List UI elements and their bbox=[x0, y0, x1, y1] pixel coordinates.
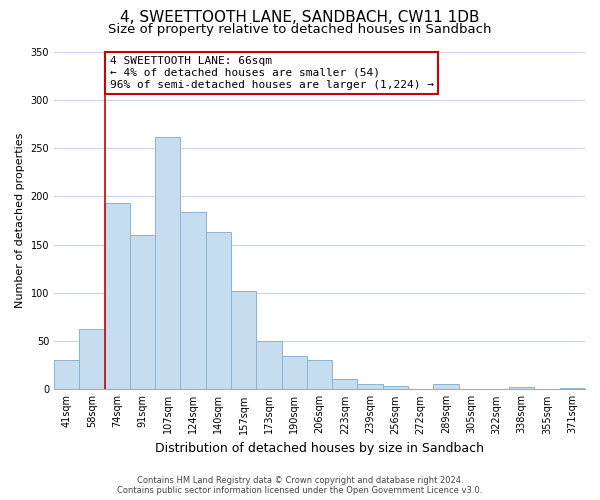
Bar bbox=[256, 341, 281, 390]
Bar bbox=[206, 232, 231, 390]
Bar bbox=[307, 360, 332, 390]
X-axis label: Distribution of detached houses by size in Sandbach: Distribution of detached houses by size … bbox=[155, 442, 484, 455]
Bar bbox=[358, 384, 383, 390]
Text: Contains HM Land Registry data © Crown copyright and database right 2024.
Contai: Contains HM Land Registry data © Crown c… bbox=[118, 476, 482, 495]
Bar bbox=[130, 235, 155, 390]
Bar bbox=[433, 384, 458, 390]
Bar bbox=[383, 386, 408, 390]
Bar bbox=[104, 203, 130, 390]
Y-axis label: Number of detached properties: Number of detached properties bbox=[15, 132, 25, 308]
Bar bbox=[231, 291, 256, 390]
Bar bbox=[560, 388, 585, 390]
Text: 4 SWEETTOOTH LANE: 66sqm
← 4% of detached houses are smaller (54)
96% of semi-de: 4 SWEETTOOTH LANE: 66sqm ← 4% of detache… bbox=[110, 56, 434, 90]
Text: Size of property relative to detached houses in Sandbach: Size of property relative to detached ho… bbox=[108, 22, 492, 36]
Bar bbox=[332, 378, 358, 390]
Bar bbox=[155, 138, 181, 390]
Text: 4, SWEETTOOTH LANE, SANDBACH, CW11 1DB: 4, SWEETTOOTH LANE, SANDBACH, CW11 1DB bbox=[120, 10, 480, 25]
Bar bbox=[281, 356, 307, 390]
Bar bbox=[79, 328, 104, 390]
Bar bbox=[181, 212, 206, 390]
Bar bbox=[54, 360, 79, 390]
Bar bbox=[509, 388, 535, 390]
